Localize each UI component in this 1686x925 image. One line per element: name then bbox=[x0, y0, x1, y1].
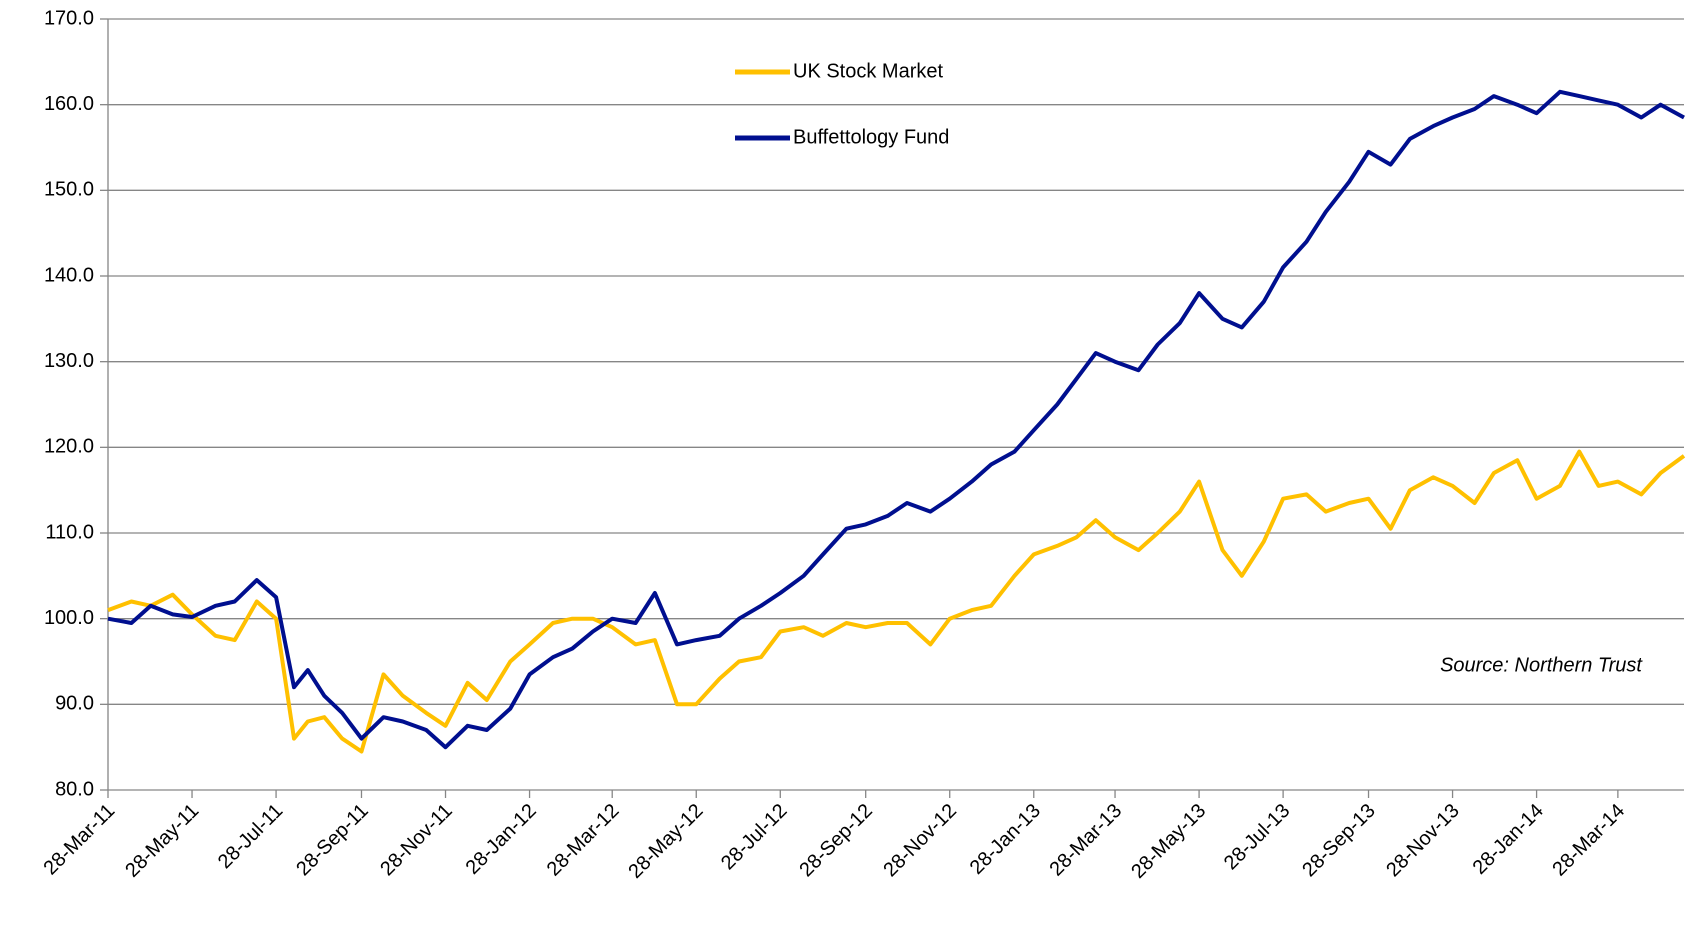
x-tick-label: 28-Mar-14 bbox=[1548, 800, 1629, 881]
x-tick-label: 28-Jul-12 bbox=[717, 800, 792, 875]
x-tick-label: 28-Nov-13 bbox=[1382, 800, 1464, 882]
y-tick-label: 150.0 bbox=[44, 179, 94, 201]
y-tick-label: 100.0 bbox=[44, 607, 94, 629]
x-tick-label: 28-Jul-11 bbox=[214, 800, 287, 873]
x-tick-label: 28-Nov-11 bbox=[376, 800, 457, 881]
x-tick-label: 28-Nov-12 bbox=[879, 800, 961, 882]
y-tick-label: 130.0 bbox=[44, 350, 94, 372]
x-tick-label: 28-Jan-13 bbox=[966, 800, 1045, 879]
x-tick-label: 28-Jul-13 bbox=[1220, 800, 1295, 875]
y-tick-label: 170.0 bbox=[44, 7, 94, 29]
x-tick-label: 28-May-12 bbox=[624, 800, 707, 883]
x-tick-label: 28-Jan-14 bbox=[1469, 800, 1548, 879]
x-tick-label: 28-Mar-13 bbox=[1046, 800, 1127, 881]
y-tick-label: 120.0 bbox=[44, 436, 94, 458]
data-line bbox=[107, 89, 1685, 750]
x-tick-label: 28-Sep-11 bbox=[292, 800, 373, 881]
annotation: Source: Northern Trust bbox=[1440, 654, 1643, 676]
y-tick-label: 160.0 bbox=[44, 93, 94, 115]
x-tick-label: 28-Jan-12 bbox=[462, 800, 541, 879]
y-tick-label: 110.0 bbox=[45, 521, 94, 543]
data-line bbox=[107, 449, 1686, 754]
x-tick-label: 28-May-11 bbox=[121, 800, 203, 882]
x-tick-label: 28-Sep-13 bbox=[1298, 800, 1380, 882]
y-tick-label: 140.0 bbox=[44, 264, 94, 286]
legend-label: Buffettology Fund bbox=[793, 126, 949, 148]
y-tick-label: 90.0 bbox=[55, 693, 94, 715]
x-tick-label: 28-Mar-12 bbox=[543, 800, 624, 881]
x-tick-label: 28-Mar-11 bbox=[40, 800, 120, 880]
x-tick-label: 28-May-13 bbox=[1127, 800, 1210, 883]
legend-label: UK Stock Market bbox=[793, 60, 943, 82]
x-tick-label: 28-Sep-12 bbox=[795, 800, 877, 882]
y-tick-label: 80.0 bbox=[55, 778, 94, 800]
